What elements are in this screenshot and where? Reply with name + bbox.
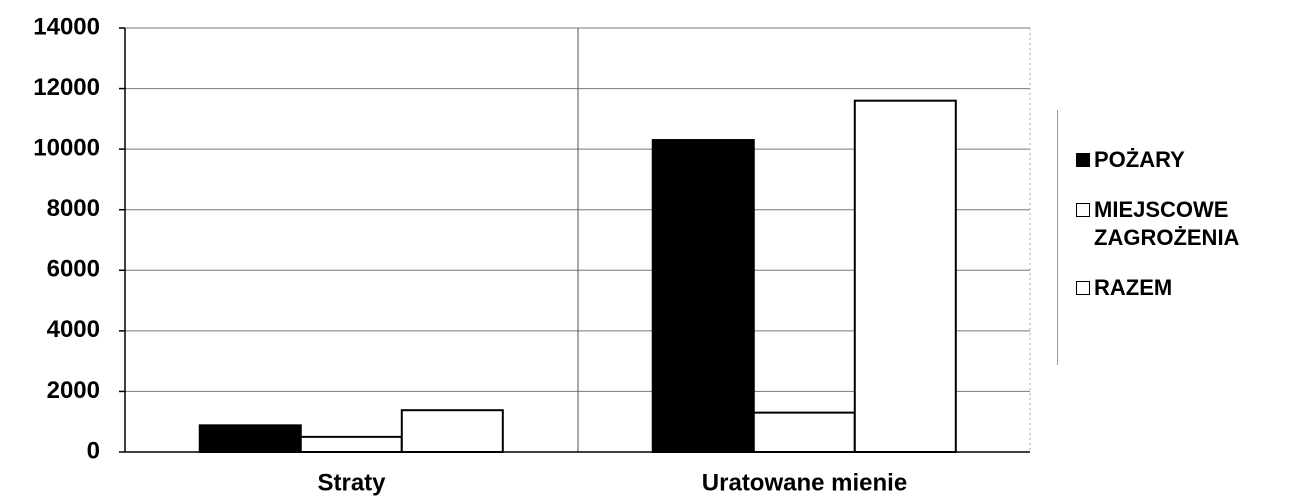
y-tick-label: 6000	[47, 256, 100, 283]
y-tick-label: 8000	[47, 195, 100, 222]
bar	[299, 435, 403, 454]
x-tick-label: Straty	[317, 469, 386, 496]
legend: POŻARY MIEJSCOWE ZAGROŻENIA RAZEM	[1057, 110, 1302, 365]
x-tick-label: Uratowane mienie	[702, 469, 907, 496]
legend-swatch	[1076, 203, 1090, 217]
legend-label: RAZEM	[1094, 275, 1173, 300]
y-tick-label: 14000	[33, 13, 100, 40]
y-tick-label: 10000	[33, 134, 100, 161]
bar	[400, 409, 504, 454]
legend-entry: POŻARY	[1076, 146, 1291, 174]
legend-label: POŻARY	[1094, 147, 1185, 172]
bar	[752, 411, 856, 453]
legend-label: MIEJSCOWE ZAGROŻENIA	[1094, 197, 1240, 250]
y-tick-label: 2000	[47, 377, 100, 404]
bar	[198, 424, 302, 453]
legend-entry: MIEJSCOWE ZAGROŻENIA	[1076, 196, 1291, 252]
legend-swatch	[1076, 281, 1090, 295]
legend-entry: RAZEM	[1076, 274, 1291, 302]
bar	[853, 99, 957, 454]
bar	[651, 139, 755, 454]
y-tick-label: 12000	[33, 74, 100, 101]
y-tick-label: 0	[87, 437, 100, 464]
legend-swatch	[1076, 153, 1090, 167]
y-tick-label: 4000	[47, 316, 100, 343]
